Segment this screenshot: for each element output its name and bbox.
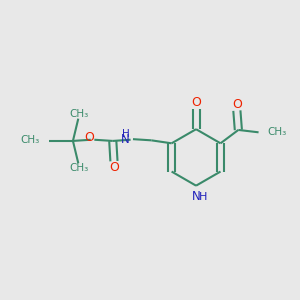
- Text: H: H: [198, 192, 207, 202]
- Text: N: N: [121, 133, 130, 146]
- Text: CH₃: CH₃: [69, 109, 88, 119]
- Text: O: O: [191, 96, 201, 109]
- Text: CH₃: CH₃: [267, 127, 286, 137]
- Text: N: N: [192, 190, 200, 203]
- Text: O: O: [84, 131, 94, 144]
- Text: O: O: [232, 98, 242, 111]
- Text: H: H: [122, 129, 129, 139]
- Text: CH₃: CH₃: [20, 135, 40, 145]
- Text: O: O: [109, 161, 119, 174]
- Text: CH₃: CH₃: [69, 163, 88, 173]
